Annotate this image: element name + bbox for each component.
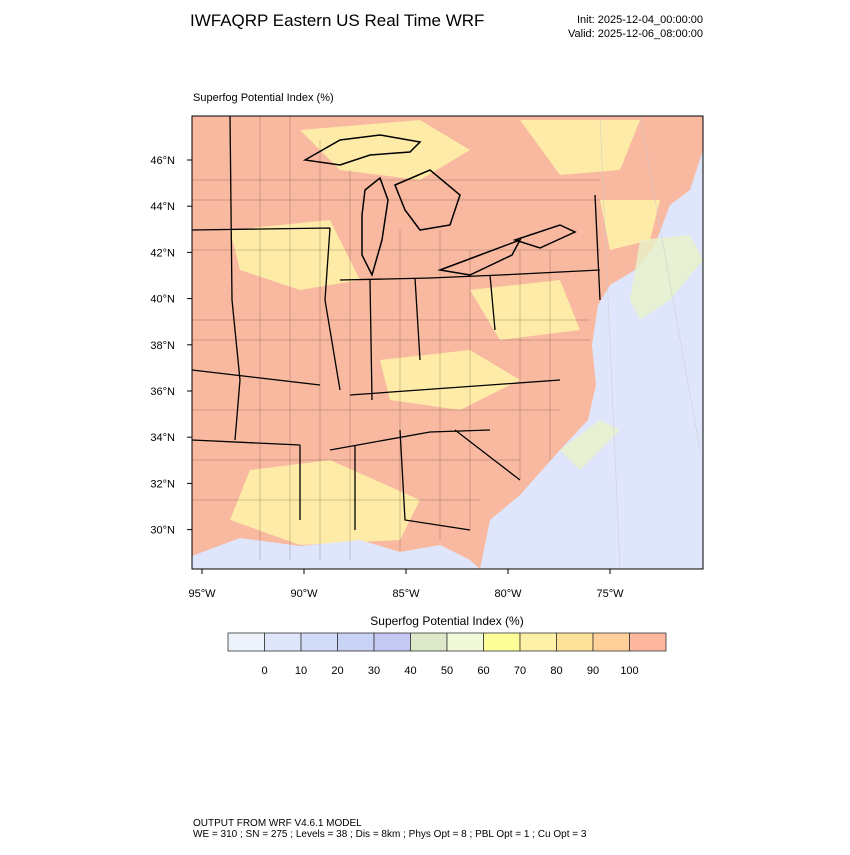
colorbar-label: 50 — [441, 665, 453, 677]
gulf-of-mexico — [192, 538, 480, 569]
colorbar-label: 90 — [587, 665, 599, 677]
moderate-area — [230, 120, 660, 545]
county-lines — [192, 116, 600, 560]
colorbar-label: 10 — [295, 665, 307, 677]
lat-label: 40°N — [150, 294, 175, 306]
lake-outlines — [302, 134, 577, 278]
colorbar-label: 0 — [261, 665, 267, 677]
colorbar-box — [592, 632, 630, 652]
colorbar-box — [264, 632, 302, 652]
lat-label: 38°N — [150, 340, 175, 352]
colorbar-label: 60 — [477, 665, 489, 677]
coastal-band — [560, 235, 703, 470]
lon-label: 85°W — [392, 588, 420, 600]
colorbar-label: 70 — [514, 665, 526, 677]
lon-label: 95°W — [188, 588, 216, 600]
valid-time: Valid: 2025-12-06_08:00:00 — [568, 28, 703, 40]
colorbar-label: 40 — [404, 665, 416, 677]
colorbar-box — [337, 632, 375, 652]
footer-line: WE = 310 ; SN = 275 ; Levels = 38 ; Dis … — [193, 829, 587, 840]
lat-label: 34°N — [150, 432, 175, 444]
lat-label: 42°N — [150, 247, 175, 259]
colorbar-title: Superfog Potential Index (%) — [370, 614, 523, 628]
lon-label: 80°W — [494, 588, 522, 600]
lat-label: 30°N — [150, 525, 175, 537]
colorbar-label: 100 — [620, 665, 638, 677]
graticule — [599, 116, 701, 569]
lon-label: 75°W — [596, 588, 624, 600]
lat-label: 44°N — [150, 201, 175, 213]
footer-line: OUTPUT FROM WRF V4.6.1 MODEL — [193, 818, 362, 829]
colorbar-box — [629, 632, 667, 652]
lat-label: 46°N — [150, 155, 175, 167]
colorbar-box — [483, 632, 521, 652]
init-time: Init: 2025-12-04_00:00:00 — [577, 14, 703, 26]
colorbar-label: 30 — [368, 665, 380, 677]
lat-label: 32°N — [150, 478, 175, 490]
lon-label: 90°W — [290, 588, 318, 600]
colorbar-box — [300, 632, 338, 652]
map — [191, 115, 704, 570]
map-frame — [191, 115, 704, 570]
colorbar-box — [446, 632, 484, 652]
colorbar-label: 80 — [550, 665, 562, 677]
page-title: IWFAQRP Eastern US Real Time WRF — [190, 11, 484, 30]
colorbar-box — [373, 632, 411, 652]
colorbar-label: 20 — [331, 665, 343, 677]
colorbar-box — [410, 632, 448, 652]
colorbar-box — [227, 632, 265, 652]
lat-label: 36°N — [150, 386, 175, 398]
colorbar-box — [519, 632, 557, 652]
colorbar-box — [556, 632, 594, 652]
map-title: Superfog Potential Index (%) — [193, 92, 334, 104]
